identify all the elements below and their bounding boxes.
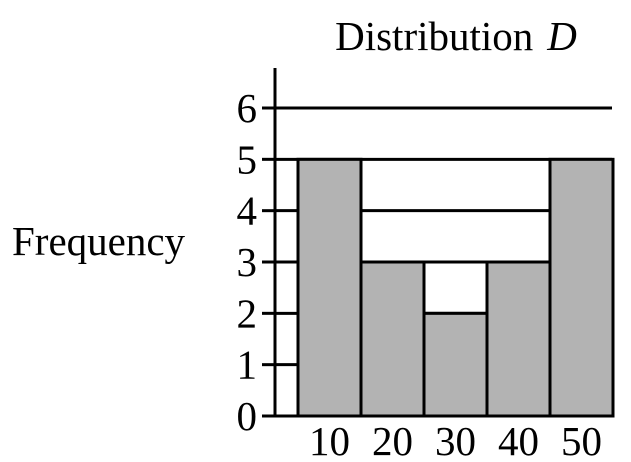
y-tick-labels: 0 1 2 3 4 5 6 [237,85,275,439]
x-tick-label-10: 10 [309,418,350,462]
y-tick-label-0: 0 [237,393,258,439]
x-tick-label-20: 20 [372,418,413,462]
x-tick-label-40: 40 [498,418,539,462]
bar-40 [485,260,552,418]
y-tick-label-3: 3 [237,239,258,285]
x-tick-label-30: 30 [435,418,476,462]
bar-30 [422,311,489,418]
y-axis-label: Frequency [12,218,186,264]
chart-title-variable: D [546,13,577,59]
y-tick-label-5: 5 [237,136,258,182]
bar-10 [296,157,363,418]
x-tick-label-50: 50 [561,418,602,462]
y-tick-label-1: 1 [237,342,258,388]
y-tick-label-2: 2 [237,290,258,336]
x-tick-labels: 10 20 30 40 50 [309,418,602,462]
y-tick-label-6: 6 [237,85,258,131]
bar-20 [359,260,426,418]
chart-title: Distribution D [335,13,577,59]
chart-title-text: Distribution [335,13,533,59]
bars [296,157,615,418]
y-tick-label-4: 4 [237,188,258,234]
bar-50 [548,157,615,418]
axes [273,68,612,418]
